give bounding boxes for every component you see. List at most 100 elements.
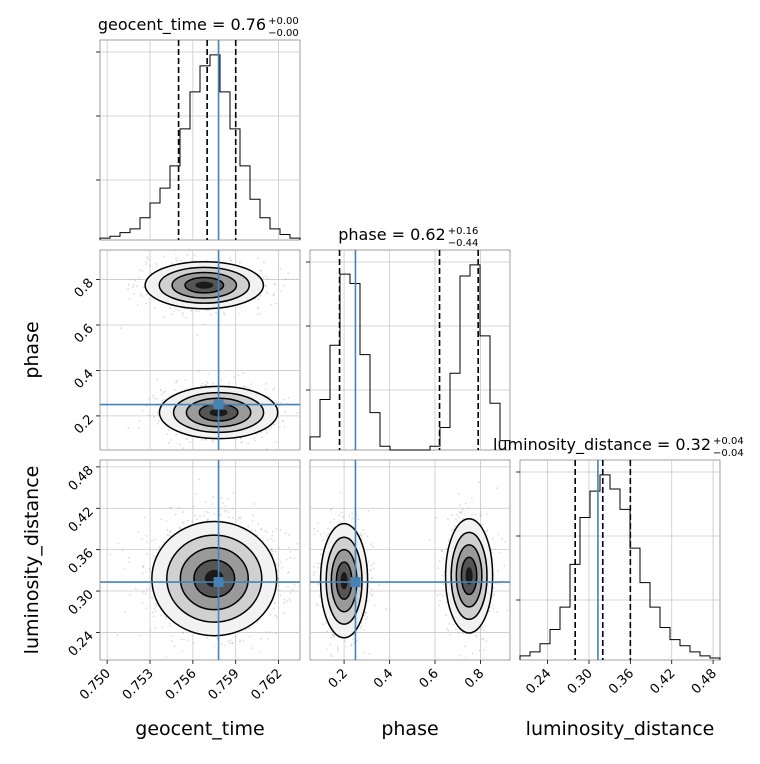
luminosity-distance-vs-geocent-time-xticklabel-1: 0.753 [120,666,157,703]
luminosity-distance-vs-phase-sample-point [360,625,363,627]
luminosity-distance-vs-phase-sample-point [333,635,335,638]
luminosity-distance-vs-geocent-time-sample-point [238,516,241,519]
luminosity-distance-vs-phase-sample-point [372,562,375,565]
hist-phase-frame [309,249,511,451]
luminosity-distance-vs-geocent-time-sample-point [259,618,262,621]
luminosity-distance-vs-geocent-time-sample-point [206,519,208,522]
luminosity-distance-vs-geocent-time-sample-point [170,507,172,509]
luminosity-distance-vs-phase-sample-point [366,535,369,538]
luminosity-distance-vs-phase-sample-point [365,612,368,614]
phase-vs-geocent-time-sample-point [227,384,230,387]
luminosity-distance-vs-phase-sample-point [467,507,470,509]
luminosity-distance-vs-phase-sample-point [351,517,354,520]
luminosity-distance-vs-geocent-time-sample-point [271,534,274,537]
phase-vs-geocent-time-sample-point [228,455,230,457]
luminosity-distance-vs-phase-sample-point [454,628,457,631]
x-axis-label-geocent-time: geocent_time [135,718,264,740]
luminosity-distance-vs-geocent-time-yticklabel-2: 0.36 [66,546,97,577]
luminosity-distance-vs-geocent-time-sample-point [302,536,304,538]
luminosity-distance-vs-geocent-time-sample-point [154,627,157,629]
luminosity-distance-vs-geocent-time-sample-point [213,512,216,515]
phase-vs-geocent-time-sample-point [127,283,130,286]
phase-vs-geocent-time-sample-point [190,309,192,312]
phase-vs-geocent-time-sample-point [278,426,281,429]
phase-vs-geocent-time-sample-point [174,250,177,252]
hist-luminosity-distance-xticklabel-4: 0.48 [689,666,720,697]
luminosity-distance-vs-phase-sample-point [488,610,491,613]
luminosity-distance-vs-phase-sample-point [366,599,369,602]
luminosity-distance-vs-geocent-time-sample-point [127,556,130,559]
luminosity-distance-vs-phase-truth-marker [350,577,361,588]
luminosity-distance-vs-geocent-time-sample-point [137,530,140,533]
phase-vs-geocent-time-sample-point [240,441,243,444]
luminosity-distance-vs-phase-sample-point [345,645,348,648]
luminosity-distance-vs-geocent-time-sample-point [146,553,149,556]
phase-vs-geocent-time-sample-point [272,388,274,391]
luminosity-distance-vs-phase-sample-point [485,513,488,516]
luminosity-distance-vs-geocent-time-sample-point [154,538,156,541]
y-axis-label-phase: phase [21,321,43,378]
luminosity-distance-vs-phase-sample-point [495,611,498,613]
hist-geocent-time-title-sup: +0.00 [268,16,299,27]
phase-vs-geocent-time-sample-point [141,270,144,272]
luminosity-distance-vs-phase-sample-point [500,537,503,540]
luminosity-distance-vs-geocent-time-sample-point [286,600,288,603]
luminosity-distance-vs-phase-sample-point [450,514,453,517]
luminosity-distance-vs-phase-sample-point [479,515,482,517]
luminosity-distance-vs-geocent-time-contour-0-3 [193,559,236,598]
phase-vs-geocent-time-sample-point [167,429,170,431]
luminosity-distance-vs-geocent-time-sample-point [168,531,171,534]
phase-vs-geocent-time-sample-point [281,420,283,423]
luminosity-distance-vs-geocent-time-sample-point [148,569,151,572]
luminosity-distance-vs-phase-sample-point [329,521,332,524]
luminosity-distance-vs-phase-sample-point [442,595,444,598]
hist-luminosity-distance-xticklabel-0: 0.24 [523,666,554,697]
phase-vs-geocent-time-yticklabel-0: 0.2 [72,412,97,437]
luminosity-distance-vs-geocent-time-sample-point [117,542,120,545]
luminosity-distance-vs-geocent-time-sample-point [199,515,202,518]
luminosity-distance-vs-geocent-time-sample-point [127,561,130,564]
luminosity-distance-vs-phase-sample-point [439,599,441,602]
phase-vs-geocent-time-sample-point [273,294,275,297]
luminosity-distance-vs-phase-sample-point [364,533,366,535]
luminosity-distance-vs-geocent-time-sample-point [144,593,147,595]
luminosity-distance-vs-phase-sample-point [461,508,464,511]
phase-vs-geocent-time-sample-point [308,416,310,418]
luminosity-distance-vs-phase-sample-point [319,533,322,536]
luminosity-distance-vs-geocent-time-sample-point [182,521,185,524]
luminosity-distance-vs-geocent-time-sample-point [151,539,153,542]
luminosity-distance-vs-phase-sample-point [445,614,448,617]
luminosity-distance-vs-geocent-time-sample-point [286,586,289,588]
phase-vs-geocent-time-sample-point [211,382,214,385]
luminosity-distance-vs-geocent-time-sample-point [182,632,185,634]
phase-vs-geocent-time-sample-point [283,410,286,413]
luminosity-distance-vs-phase-sample-point [313,565,316,568]
phase-vs-geocent-time-sample-point [128,297,131,300]
luminosity-distance-vs-phase-sample-point [454,518,457,521]
phase-vs-geocent-time-sample-point [204,384,207,387]
luminosity-distance-vs-geocent-time-sample-point [264,631,267,633]
luminosity-distance-vs-geocent-time-sample-point [168,534,171,537]
phase-vs-geocent-time-sample-point [223,311,225,314]
luminosity-distance-vs-geocent-time-sample-point [173,645,176,648]
luminosity-distance-vs-phase-sample-point [480,627,483,630]
phase-vs-geocent-time-sample-point [185,437,188,440]
luminosity-distance-vs-geocent-time-sample-point [278,589,281,592]
luminosity-distance-vs-phase-density-level-1-4 [465,567,473,585]
luminosity-distance-vs-geocent-time-sample-point [109,553,112,556]
luminosity-distance-vs-phase-xticklabel-2: 0.6 [417,666,442,691]
luminosity-distance-vs-geocent-time-sample-point [293,557,296,560]
luminosity-distance-vs-phase-sample-point [313,533,316,536]
luminosity-distance-vs-phase-sample-point [337,648,339,651]
luminosity-distance-vs-phase-contour-1-3 [460,556,478,596]
phase-vs-geocent-time-sample-point [196,334,199,336]
luminosity-distance-vs-geocent-time-contour-0-0 [151,520,278,637]
luminosity-distance-vs-geocent-time-sample-point [270,549,273,552]
luminosity-distance-vs-geocent-time-sample-point [160,614,162,617]
luminosity-distance-vs-geocent-time-sample-point [254,529,257,532]
luminosity-distance-vs-geocent-time-sample-point [252,514,254,516]
phase-vs-geocent-time-sample-point [179,443,181,446]
phase-vs-geocent-time-yticklabel-1: 0.4 [72,367,97,392]
phase-vs-geocent-time-sample-point [139,250,142,251]
luminosity-distance-vs-phase-sample-point [326,527,329,530]
